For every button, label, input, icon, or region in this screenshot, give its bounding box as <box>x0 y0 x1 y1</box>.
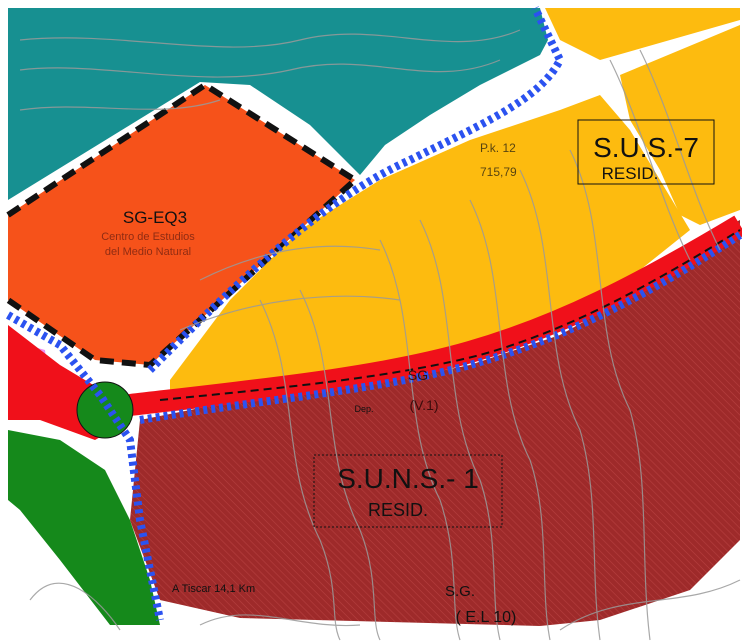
sus7-zone-right <box>620 25 740 225</box>
green-roundabout <box>76 381 134 439</box>
sgeq3-border <box>6 81 360 369</box>
pk-label-2: 715,79 <box>480 165 517 179</box>
blue-boundary-left <box>6 311 164 621</box>
blue-boundary-upper <box>147 6 565 373</box>
sgeq3-subtitle-2: del Medio Natural <box>105 246 191 258</box>
pk-label-1: P.k. 12 <box>480 141 516 155</box>
el10-label: ( E.L 10) <box>456 609 517 626</box>
suns1-label-box <box>313 454 503 528</box>
blue-boundary-lower <box>139 231 742 424</box>
teal-zone <box>8 8 548 200</box>
sgeq3-label: SG-EQ3 <box>123 208 187 227</box>
sus7-label-box <box>577 119 715 185</box>
sg-road-label: SG <box>408 367 428 383</box>
red-road <box>128 215 742 416</box>
sus7-zone-top <box>545 8 740 60</box>
sgeq3-subtitle-1: Centro de Estudios <box>101 231 195 243</box>
contour-lines <box>19 29 741 641</box>
suns1-hatch <box>130 220 740 626</box>
sg-el-label: S.G. <box>445 583 475 600</box>
dep-label: Dep. <box>354 404 373 414</box>
sus7-use-label: RESID. <box>602 164 659 183</box>
suns1-code-label: S.U.N.S.- 1 <box>337 463 479 494</box>
sus7-code-label: S.U.S.-7 <box>593 132 699 163</box>
green-zone-left <box>8 430 160 625</box>
sgeq3-zone <box>8 85 355 365</box>
road-centerline <box>159 229 741 401</box>
suns1-use-label: RESID. <box>368 500 428 520</box>
v1-road-label: (V.1) <box>409 397 438 413</box>
tiscar-label: A Tiscar 14,1 Km <box>172 583 255 595</box>
